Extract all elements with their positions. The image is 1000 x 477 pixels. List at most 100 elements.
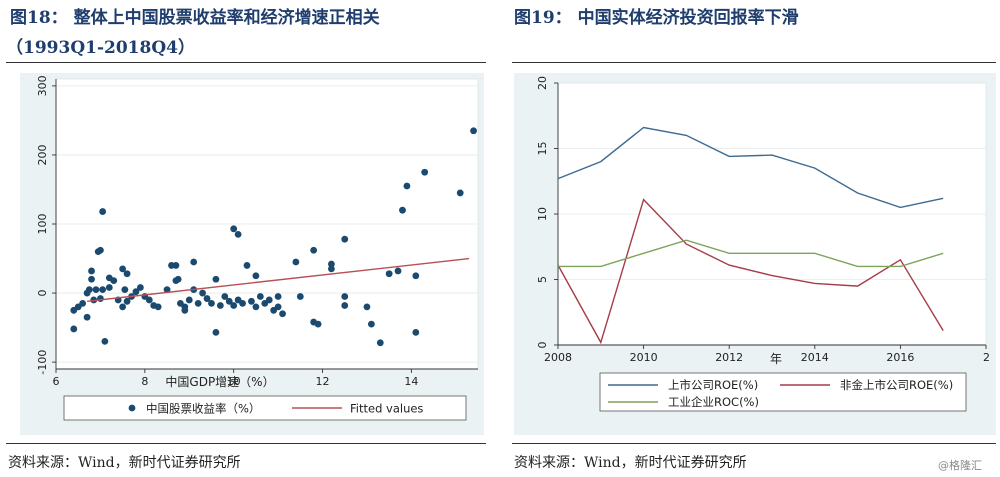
line-x-axis-label: 年 [770,352,782,366]
scatter-point [470,127,477,135]
watermark: @格隆汇 [938,459,982,472]
scatter-point [154,303,162,311]
line-x-tick-label: 2016 [886,351,914,364]
right-source-note: 资料来源：Wind，新时代证券研究所 [514,455,747,471]
line-y-tick-label: 0 [536,342,549,349]
line-y-tick-label: 15 [536,142,549,156]
scatter-point [110,277,118,285]
scatter-y-tick-label: 300 [36,75,49,96]
scatter-x-tick-label: 10 [227,375,241,388]
scatter-point [412,329,420,336]
left-figure-title: 图18： 整体上中国股票收益率和经济增速正相关 [10,8,380,28]
scatter-point [225,297,233,305]
scatter-legend-dot-marker [128,404,136,412]
right-bottom-rule [512,443,996,444]
line-y-tick-label: 20 [536,76,549,90]
scatter-point [132,288,140,296]
line-panel: 0 5 10 15 20 2008 2010 2012 2014 2016 2 年 上市公司ROE(… [514,73,996,435]
scatter-point [341,302,349,309]
scatter-point [212,275,220,283]
right-figure-title: 图19： 中国实体经济投资回报率下滑 [514,8,799,28]
scatter-point [252,272,260,280]
line-y-tick-label: 10 [536,207,549,221]
scatter-point [97,246,104,254]
scatter-point [212,329,220,336]
scatter-point [88,267,95,275]
scatter-point [399,206,406,214]
scatter-point [403,182,411,190]
scatter-legend-label-returns: 中国股票收益率（%） [146,402,260,416]
scatter-point [341,293,349,300]
line-x-tick-label: 2008 [544,351,572,364]
scatter-point [279,310,286,318]
line-legend-label-industrial: 工业企业ROC(%) [668,395,759,409]
scatter-chart: -100 0 100 200 300 6 8 10 12 14 中国GDP增速（%） 中国股票收益… [36,75,479,421]
scatter-point [292,258,300,266]
scatter-y-tick-label: 200 [36,144,49,165]
fitted-values-line [87,257,470,303]
scatter-point [216,302,224,309]
scatter-y-tick-label: 0 [36,290,49,297]
scatter-point [239,300,246,307]
scatter-x-tick-label: 14 [404,375,418,388]
scatter-point [274,303,282,311]
scatter-x-tick-label: 12 [316,375,330,388]
left-source-note: 资料来源：Wind，新时代证券研究所 [8,455,241,471]
scatter-point [328,265,335,273]
scatter-point [163,286,171,293]
scatter-point [221,293,229,300]
scatter-point [83,313,91,321]
scatter-point [145,296,153,304]
scatter-point [199,289,206,297]
scatter-y-tick-label: 100 [36,214,49,235]
scatter-point [92,286,100,293]
scatter-x-tick-label: 8 [141,375,148,388]
series-line-industrial-roc [558,239,944,268]
scatter-point [123,270,131,278]
left-figure-subtitle: （1993Q1-2018Q4） [6,38,195,58]
scatter-point [265,296,273,304]
scatter-point [123,297,131,305]
right-top-rule [512,62,996,63]
series-line-nonfin-roe [557,198,944,345]
line-chart: 0 5 10 15 20 2008 2010 2012 2014 2016 2 年 上市公司ROE(… [536,76,990,412]
scatter-point [190,258,198,266]
scatter-point [99,286,107,293]
scatter-point [181,306,189,314]
scatter-point [230,225,238,233]
scatter-point [174,275,182,283]
line-x-tick-label: 2014 [801,351,829,364]
scatter-point [394,267,402,275]
scatter-point [248,297,255,305]
series-line-listed-roe [557,126,944,209]
scatter-point [105,284,113,291]
scatter-point [328,260,335,268]
scatter-x-axis-label: 中国GDP增速（%） [165,374,274,389]
scatter-point [421,168,429,176]
left-bottom-rule [6,443,486,444]
line-x-tick-label: 2010 [630,351,658,364]
scatter-y-tick-label: -100 [36,350,49,375]
scatter-point [79,300,87,307]
scatter-point [119,265,127,273]
scatter-point [121,286,129,293]
scatter-x-tick-label: 6 [53,375,60,388]
scatter-point [256,293,264,300]
line-x-tick-label: 2 [983,351,990,364]
scatter-point [137,284,144,291]
scatter-point [314,320,322,328]
line-legend-label-nonfin: 非金上市公司ROE(%) [840,378,953,392]
scatter-point [97,295,104,302]
scatter-point [456,189,464,197]
scatter-point [341,235,349,243]
line-y-tick-label: 5 [536,276,549,283]
scatter-point [194,300,202,307]
scatter-point [101,337,109,345]
scatter-point [70,325,78,333]
scatter-legend-label-fitted: Fitted values [350,402,423,416]
scatter-point [203,295,211,302]
scatter-point [119,303,127,311]
scatter-point [88,275,95,283]
scatter-point [385,270,393,278]
scatter-point [230,302,238,309]
